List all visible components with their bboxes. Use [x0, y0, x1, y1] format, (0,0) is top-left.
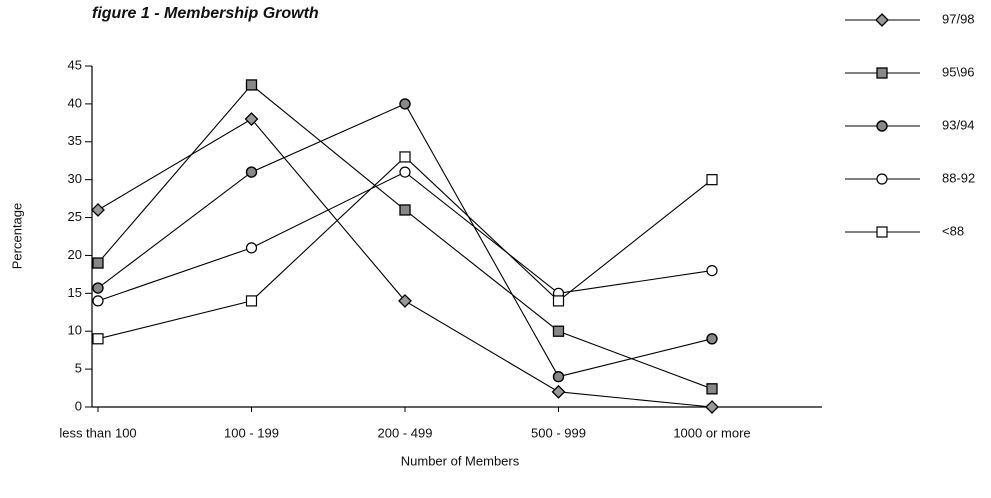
x-tick-label: 1000 or more [673, 425, 750, 440]
series-line [97, 103, 713, 378]
x-tick-label: 100 - 199 [224, 425, 279, 440]
chart-title: figure 1 - Membership Growth [92, 5, 319, 22]
marker [92, 257, 104, 269]
x-tick-label: less than 100 [59, 425, 136, 440]
marker [91, 203, 105, 217]
y-tick-label: 45 [68, 57, 82, 72]
y-tick-label: 0 [75, 398, 82, 413]
marker [92, 282, 104, 294]
marker [398, 293, 412, 308]
marker [876, 67, 888, 79]
marker [706, 174, 718, 186]
y-tick-label: 25 [68, 209, 82, 224]
marker [876, 226, 888, 238]
marker [705, 400, 719, 414]
marker [399, 166, 411, 178]
x-tick-label: 200 - 499 [378, 425, 433, 440]
marker [399, 151, 411, 163]
y-tick-label: 10 [68, 323, 82, 338]
marker [876, 173, 888, 185]
marker [245, 166, 258, 178]
series-line [97, 171, 713, 302]
marker [399, 98, 411, 110]
marker [552, 295, 565, 307]
legend-label: 95\96 [942, 64, 975, 79]
y-tick-label: 35 [68, 133, 82, 148]
marker [92, 333, 104, 345]
series-line [97, 84, 713, 390]
marker [551, 384, 566, 399]
x-tick-label: 500 - 999 [531, 425, 586, 440]
y-tick-label: 40 [68, 95, 82, 110]
marker [244, 112, 259, 126]
marker [706, 333, 718, 345]
marker [399, 204, 411, 216]
marker [875, 13, 889, 27]
marker [245, 242, 258, 254]
x-axis-label: Number of Members [401, 453, 520, 468]
legend-label: 97/98 [942, 11, 975, 26]
legend-label: <88 [942, 223, 964, 238]
marker [245, 79, 258, 91]
marker [92, 295, 104, 307]
marker [552, 325, 565, 337]
y-axis-label: Percentage [9, 203, 24, 270]
legend-label: 88-92 [942, 170, 975, 185]
y-tick-label: 5 [75, 361, 82, 376]
marker [552, 370, 565, 383]
marker [876, 120, 888, 132]
legend-label: 93/94 [942, 117, 975, 132]
y-tick-label: 30 [68, 171, 82, 186]
series-line [97, 156, 713, 340]
marker [706, 265, 718, 277]
y-tick-label: 20 [68, 247, 82, 262]
marker [245, 295, 258, 307]
marker [706, 383, 718, 395]
y-tick-label: 15 [68, 285, 82, 300]
